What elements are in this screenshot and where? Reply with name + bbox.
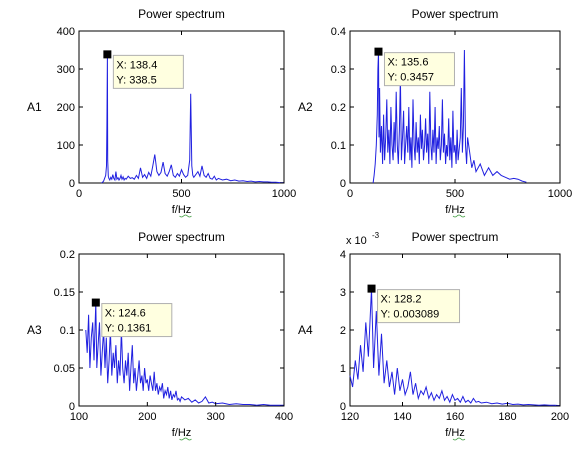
y-tick-label: 0	[69, 401, 75, 413]
series-line	[85, 302, 284, 406]
xlabel-underline	[452, 437, 466, 441]
y-tick-label: 0	[340, 401, 346, 413]
panel-a2: 0 500 1000 0 0.1 0.2 0.3 0.4 Power spectrum f/Hz A…	[298, 7, 572, 218]
x-tick-label: 500	[172, 188, 190, 200]
x-tick-label: 300	[206, 411, 224, 423]
datatip-marker[interactable]	[374, 47, 383, 56]
y-axis-label: A2	[298, 100, 313, 114]
panel-a4: 120 140 160 180 200 0 1 2 3 4 Power spectrum f/Hz A4…	[298, 230, 569, 441]
y-tick-label: 0.05	[54, 363, 75, 375]
datatip-x: X: 138.4	[116, 59, 157, 71]
x-tick-label: 100	[70, 411, 88, 423]
datatip-x: X: 135.6	[387, 57, 428, 69]
y-axis-label: A1	[27, 100, 42, 114]
x-tick-label: 120	[341, 411, 359, 423]
x-tick-label: 500	[446, 188, 464, 200]
y-tick-label: 3	[340, 287, 346, 299]
x-axis-label: f/Hz	[172, 427, 192, 439]
datatip-box	[101, 303, 173, 338]
y-tick-label: 200	[57, 102, 75, 114]
x-tick-label: 400	[275, 411, 293, 423]
x-tick-label: 140	[393, 411, 411, 423]
y-tick-label: 0.3	[331, 64, 346, 76]
y-tick-label: 0	[69, 178, 75, 190]
y-tick-label: 0.15	[54, 287, 75, 299]
x-axis-label: f/Hz	[172, 204, 192, 216]
xlabel-underline	[452, 214, 466, 218]
y-tick-label: 0.4	[331, 26, 346, 38]
x-axis-label: f/Hz	[445, 427, 465, 439]
y-tick-label: 2	[340, 325, 346, 337]
datatip-x: X: 128.2	[381, 294, 422, 306]
series-line	[349, 288, 561, 407]
datatip-y: Y: 0.3457	[387, 72, 434, 84]
datatip-box	[377, 289, 461, 324]
x-tick-label: 180	[498, 411, 516, 423]
y-axis-label: A3	[27, 323, 42, 337]
y-axis-label: A4	[298, 323, 313, 337]
datatip-box	[383, 52, 455, 87]
chart-title: Power spectrum	[138, 7, 225, 21]
series-line	[101, 54, 284, 184]
series-line	[372, 49, 527, 184]
y-tick-label: 100	[57, 140, 75, 152]
y-tick-label: 0.2	[331, 102, 346, 114]
chart-title: Power spectrum	[412, 7, 499, 21]
x-tick-label: 0	[76, 188, 82, 200]
x-tick-label: 1000	[548, 188, 572, 200]
datatip-box	[112, 54, 184, 89]
panel-a3: 100 200 300 400 0 0.05 0.1 0.15 0.2 Power spectru…	[27, 230, 293, 441]
xlabel-underline	[179, 214, 192, 218]
x-tick-label: 0	[347, 188, 353, 200]
x-tick-label: 160	[446, 411, 464, 423]
x-tick-label: 200	[551, 411, 569, 423]
datatip-x: X: 124.6	[105, 308, 146, 320]
datatip-y: Y: 0.1361	[105, 323, 152, 335]
y-tick-label: 0.1	[60, 325, 75, 337]
panel-a1: 0 500 1000 0 100 200 300 400 Power spectrum f/Hz A…	[27, 7, 296, 218]
chart-title: Power spectrum	[412, 230, 499, 244]
chart-title: Power spectrum	[138, 230, 225, 244]
y-tick-label: 0.2	[60, 249, 75, 261]
datatip-y: Y: 338.5	[116, 74, 156, 86]
y-exponent-power: -3	[372, 231, 380, 240]
datatip-marker[interactable]	[103, 50, 112, 59]
y-exponent-label: x 10	[346, 235, 367, 247]
xlabel-underline	[179, 437, 192, 441]
datatip-marker[interactable]	[367, 284, 376, 293]
x-axis-label: f/Hz	[445, 204, 465, 216]
y-tick-label: 0.1	[331, 140, 346, 152]
x-tick-label: 200	[138, 411, 156, 423]
x-tick-label: 1000	[272, 188, 296, 200]
y-tick-label: 4	[340, 249, 346, 261]
y-tick-label: 1	[340, 363, 346, 375]
y-tick-label: 400	[57, 26, 75, 38]
plot-area	[349, 253, 561, 407]
datatip-marker[interactable]	[91, 298, 100, 307]
y-tick-label: 0	[340, 178, 346, 190]
datatip-y: Y: 0.003089	[381, 309, 440, 321]
y-tick-label: 300	[57, 64, 75, 76]
